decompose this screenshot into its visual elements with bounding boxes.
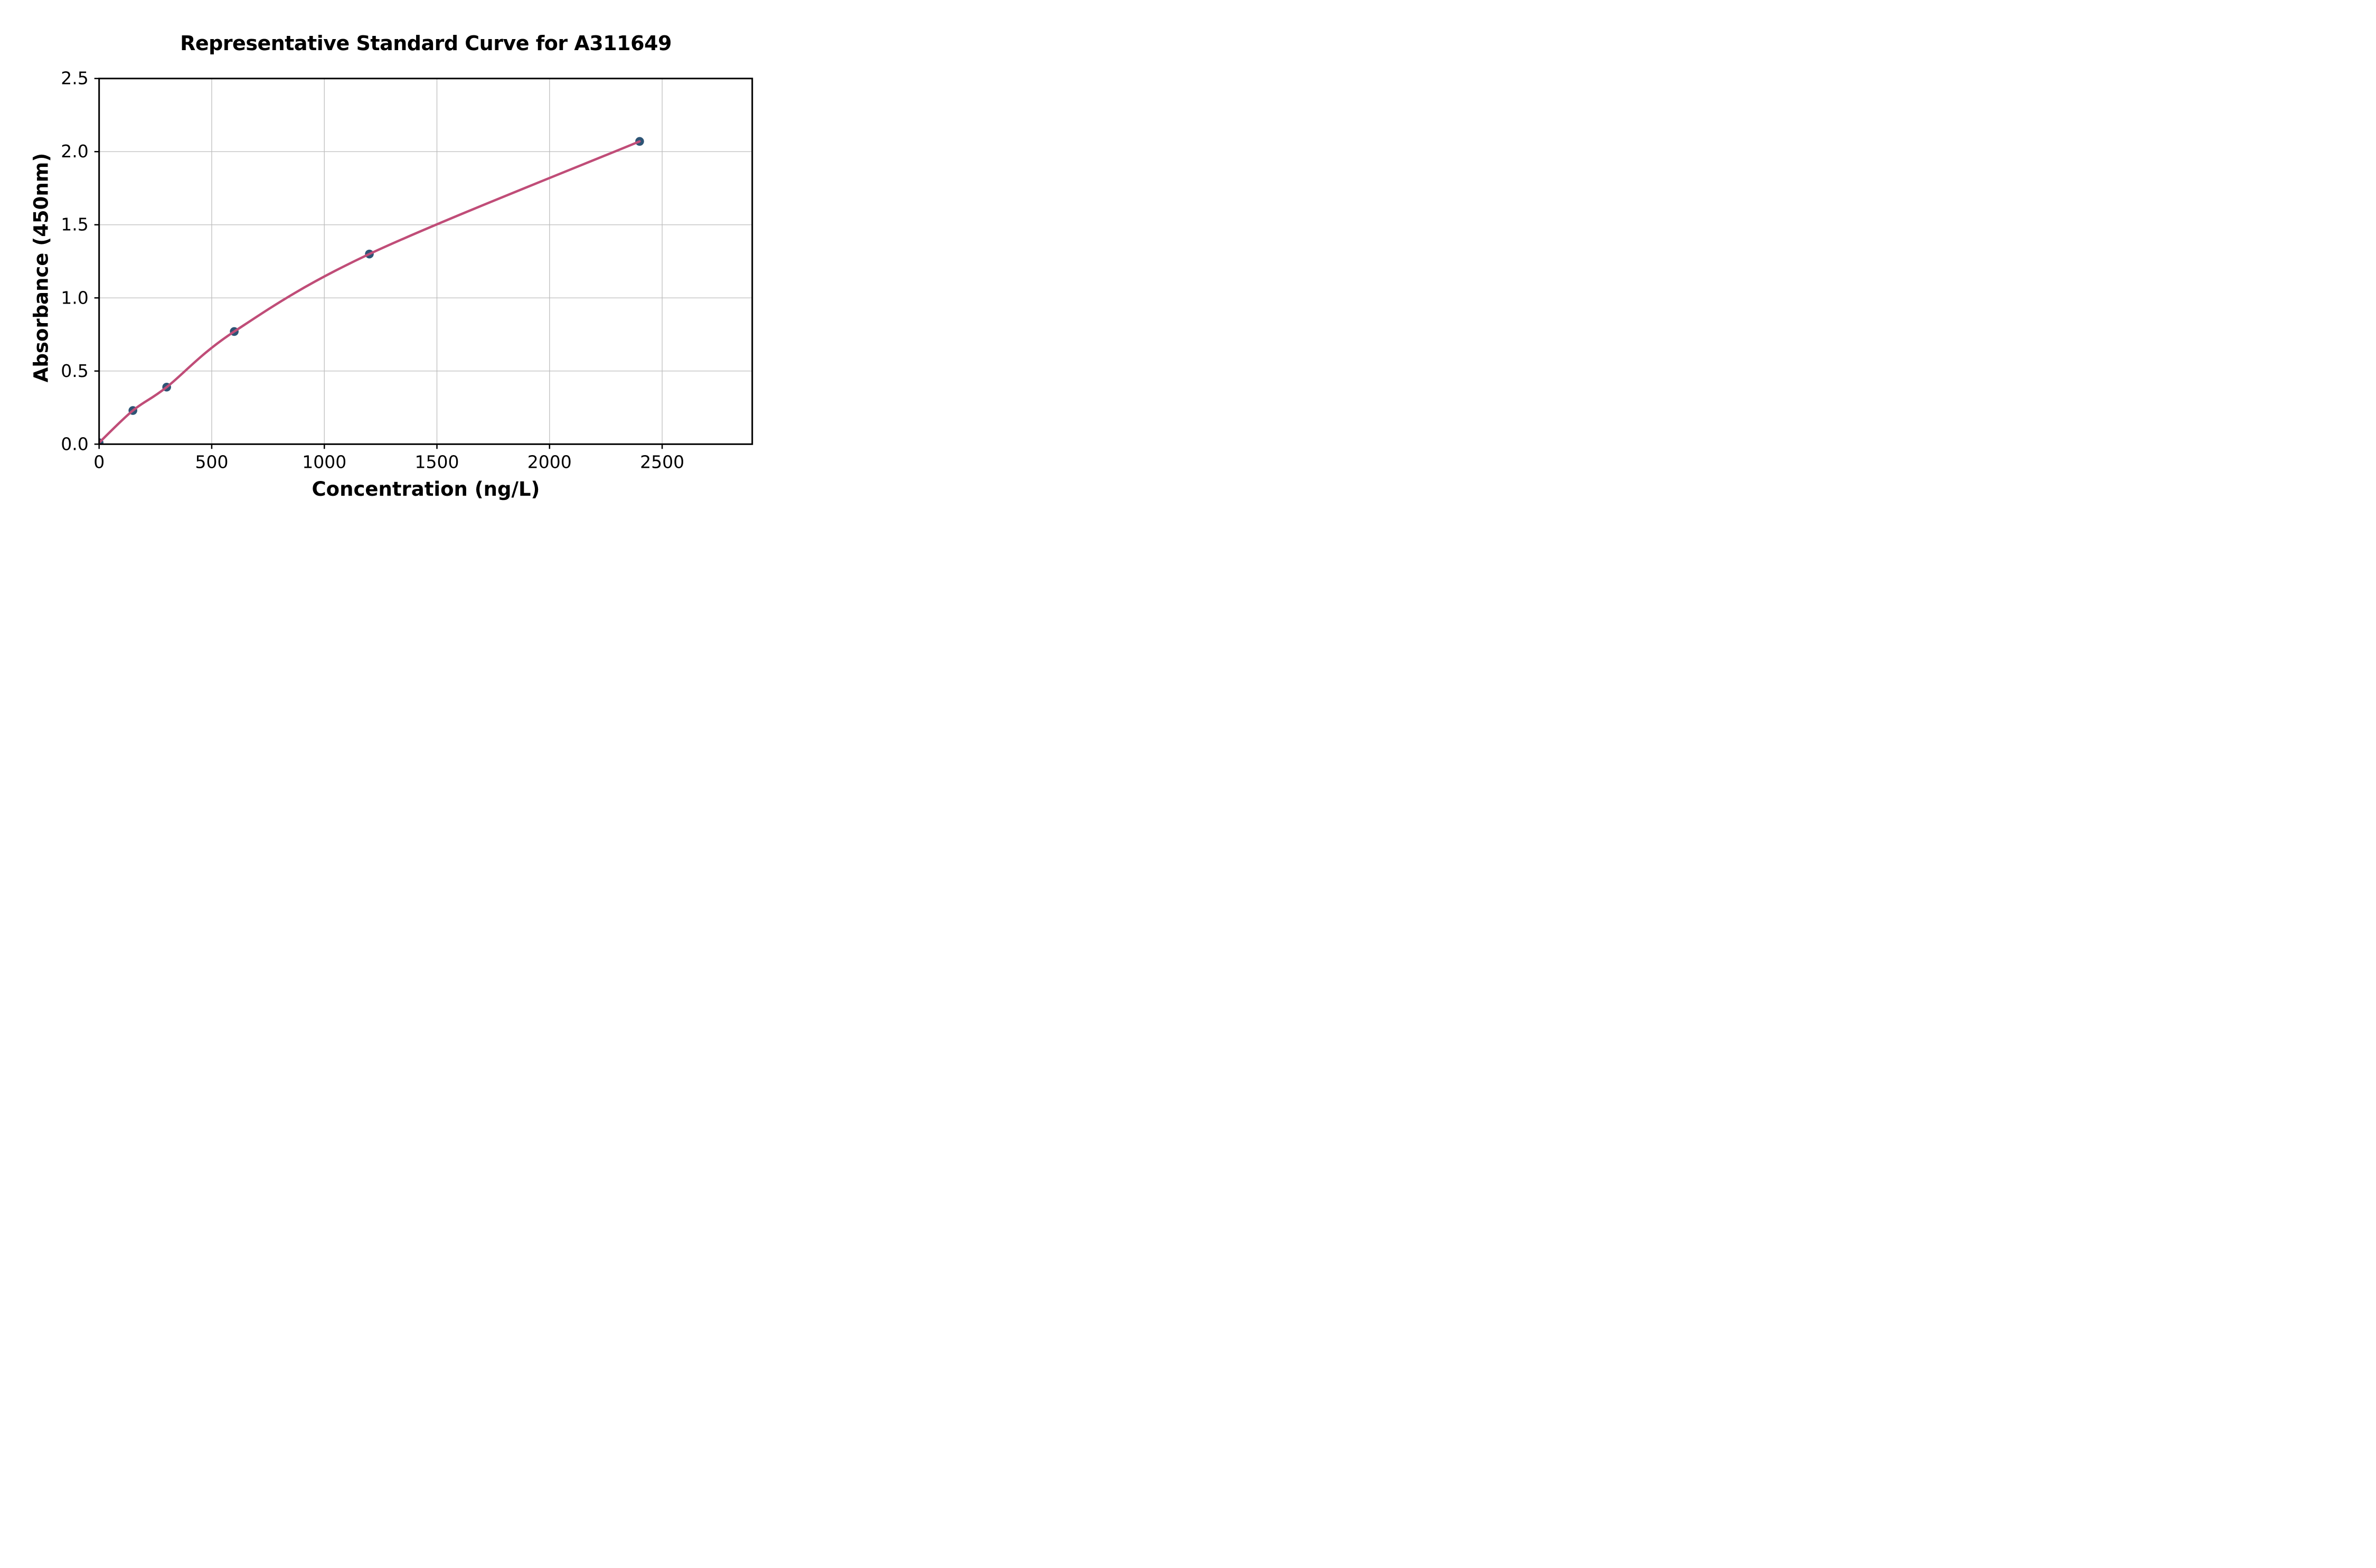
fit-curve bbox=[99, 140, 641, 444]
y-tick-label: 2.0 bbox=[61, 141, 88, 162]
ticks: 0 500 1000 1500 2000 2500 0.0 0.5 1.0 1.5 2.0 2.5 bbox=[61, 68, 684, 473]
fit-curve-group bbox=[99, 140, 641, 444]
y-tick-label: 1.0 bbox=[61, 287, 88, 308]
x-tick-label: 1000 bbox=[302, 451, 346, 472]
x-tick-label: 2000 bbox=[527, 451, 572, 472]
plot-border bbox=[98, 78, 753, 445]
x-axis-label: Concentration (ng/L) bbox=[312, 478, 540, 500]
x-tick-label: 1500 bbox=[415, 451, 459, 472]
scatter-series bbox=[99, 137, 644, 445]
x-tick-label: 2500 bbox=[640, 451, 684, 472]
y-tick-label: 0.5 bbox=[61, 361, 88, 381]
x-tick-label: 500 bbox=[195, 451, 228, 472]
standard-curve-figure: Representative Standard Curve for A31164… bbox=[0, 0, 792, 523]
gridlines bbox=[99, 78, 752, 445]
chart-title: Representative Standard Curve for A31164… bbox=[180, 32, 672, 55]
plot-area: 0 500 1000 1500 2000 2500 0.0 0.5 1.0 1.5 2.0 2.5 bbox=[61, 68, 753, 473]
x-tick-label: 0 bbox=[93, 451, 105, 472]
y-tick-label: 2.5 bbox=[61, 68, 88, 89]
y-tick-label: 1.5 bbox=[61, 214, 88, 235]
y-tick-label: 0.0 bbox=[61, 433, 88, 454]
